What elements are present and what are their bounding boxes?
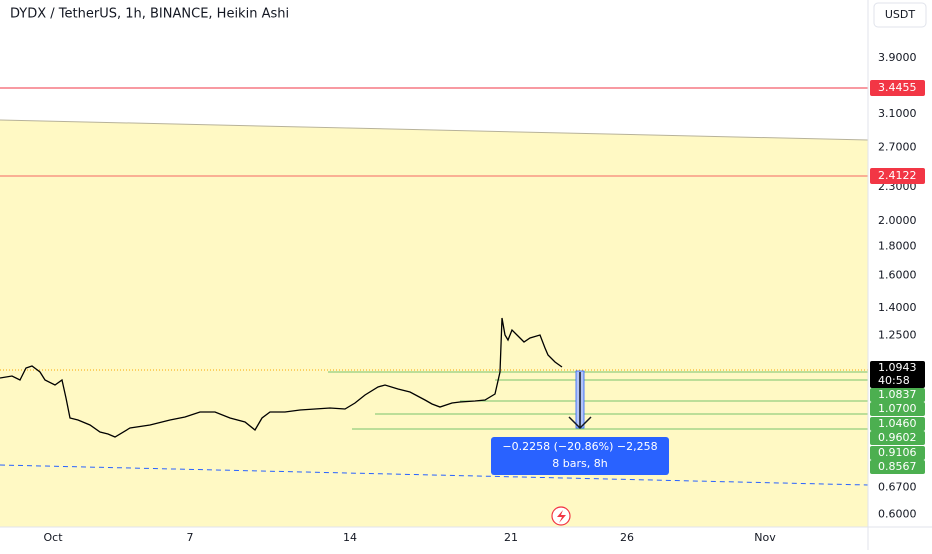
price-tick-label: 1.8000	[878, 240, 917, 253]
green-price-label: 1.0460	[878, 417, 917, 430]
price-tick-label: 3.1000	[878, 107, 917, 120]
last-price-label: 1.0943	[878, 361, 917, 374]
countdown-label: 40:58	[878, 374, 910, 387]
green-price-label: 0.9106	[878, 446, 917, 459]
time-tick-label: 7	[187, 531, 194, 544]
currency-button[interactable]	[873, 2, 927, 28]
yellow-zone	[0, 120, 868, 527]
price-tick-label: 1.4000	[878, 301, 917, 314]
green-label-bg	[870, 388, 925, 402]
green-label-bg	[870, 417, 925, 431]
chart-title: DYDX / TetherUS, 1h, BINANCE, Heikin Ash…	[10, 7, 289, 22]
red-price-label: 2.4122	[878, 169, 917, 182]
price-tick-label: 0.6700	[878, 481, 917, 494]
price-line	[0, 317, 563, 438]
price-tick-label: 0.6000	[878, 508, 917, 521]
time-tick-label: 21	[504, 531, 518, 544]
price-tick-label: 2.7000	[878, 141, 917, 154]
time-tick-label: Nov	[754, 531, 776, 544]
green-price-label: 1.0837	[878, 388, 917, 401]
price-tick-label: 1.6000	[878, 268, 917, 281]
event-icon-bolt	[557, 510, 566, 523]
green-label-bg	[870, 402, 925, 416]
price-axis: 3.90003.10002.70002.30002.00001.80001.60…	[878, 51, 917, 521]
price-tick-label: 1.2500	[878, 329, 917, 342]
currency-button-label: USDT	[885, 8, 916, 21]
green-label-bg	[870, 446, 925, 460]
measure-text: 8 bars, 8h	[552, 457, 607, 470]
measure-text: −0.2258 (−20.86%) −2,258	[502, 440, 657, 453]
green-label-bg	[870, 460, 925, 474]
green-price-label: 0.9602	[878, 431, 917, 444]
time-axis: Oct 7 14 21 26 Nov	[43, 531, 776, 544]
price-tick-label: 2.0000	[878, 214, 917, 227]
green-price-label: 1.0700	[878, 402, 917, 415]
measure-tooltip	[491, 437, 669, 475]
measure-arrow	[568, 372, 592, 430]
price-tick-label: 3.9000	[878, 51, 917, 64]
time-tick-label: 14	[343, 531, 357, 544]
time-tick-label: 26	[620, 531, 634, 544]
green-levels	[328, 371, 868, 430]
dashed-trend-line	[0, 464, 869, 486]
red-price-label: 3.4455	[878, 81, 917, 94]
green-label-bg	[870, 431, 925, 445]
trend-line	[0, 119, 869, 141]
price-labels: 3.4455 2.4122 1.0943 40:58	[870, 80, 925, 388]
time-tick-label: Oct	[43, 531, 63, 544]
green-price-label: 0.8567	[878, 460, 917, 473]
